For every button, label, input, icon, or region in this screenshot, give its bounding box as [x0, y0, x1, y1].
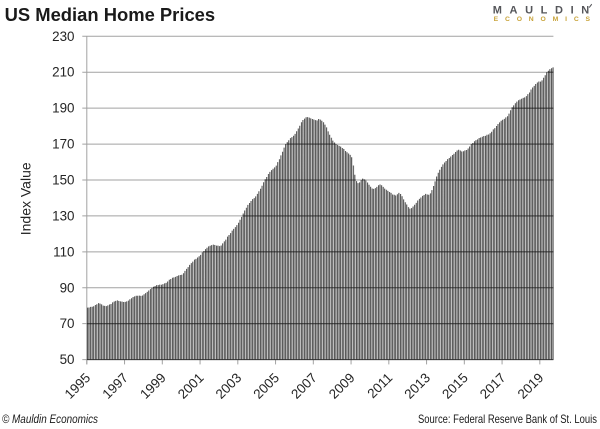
svg-text:90: 90 — [60, 280, 75, 295]
svg-text:© Mauldin Economics: © Mauldin Economics — [2, 414, 98, 426]
svg-text:170: 170 — [52, 137, 74, 152]
svg-text:1995: 1995 — [62, 370, 94, 402]
svg-text:130: 130 — [52, 208, 74, 223]
svg-text:150: 150 — [52, 172, 74, 187]
svg-text:2015: 2015 — [439, 370, 471, 402]
svg-text:2017: 2017 — [477, 370, 509, 402]
svg-text:1997: 1997 — [99, 370, 131, 402]
svg-text:2007: 2007 — [288, 370, 320, 402]
svg-text:110: 110 — [53, 244, 74, 259]
svg-text:Index Value: Index Value — [18, 162, 34, 235]
svg-text:2009: 2009 — [326, 370, 358, 402]
svg-text:190: 190 — [52, 101, 74, 116]
svg-text:210: 210 — [52, 65, 74, 80]
svg-text:2019: 2019 — [515, 370, 547, 402]
svg-text:50: 50 — [60, 352, 75, 367]
svg-text:70: 70 — [60, 316, 75, 331]
svg-text:230: 230 — [52, 29, 74, 44]
svg-text:ECONOMICS: ECONOMICS — [494, 16, 591, 23]
svg-text:2001: 2001 — [175, 370, 207, 402]
svg-text:2003: 2003 — [213, 370, 245, 402]
svg-text:2005: 2005 — [250, 370, 282, 402]
svg-text:Source: Federal Reserve Bank o: Source: Federal Reserve Bank of St. Loui… — [418, 413, 597, 426]
svg-text:2011: 2011 — [364, 370, 395, 401]
svg-text:MAULDIN: MAULDIN — [493, 5, 590, 17]
svg-text:2013: 2013 — [401, 370, 433, 402]
svg-text:1999: 1999 — [137, 370, 169, 402]
